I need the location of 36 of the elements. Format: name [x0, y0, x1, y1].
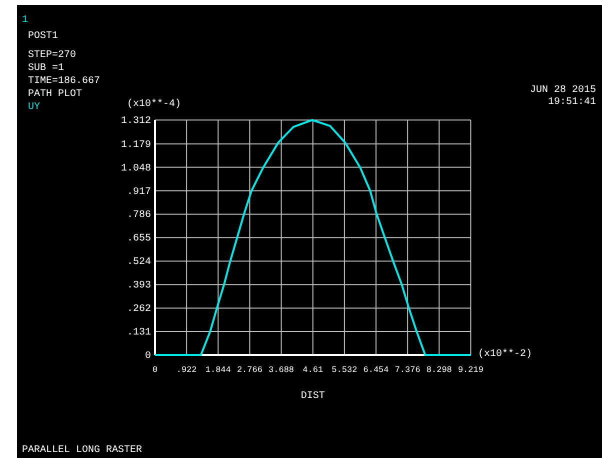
- x-tick-label: 0: [152, 365, 158, 375]
- text: SUB =1: [28, 63, 64, 74]
- text: TIME=186.667: [28, 76, 100, 87]
- y-tick-label: 1.048: [120, 163, 151, 174]
- text: JUN 28 2015: [530, 85, 596, 96]
- text: POST1: [28, 31, 58, 42]
- x-tick-label: 4.61: [302, 365, 324, 375]
- text: STEP=270: [28, 50, 76, 61]
- y-tick-label: 1.312: [120, 116, 151, 127]
- y-axis-title: (x10**-4): [127, 98, 182, 110]
- x-tick-label: 8.298: [426, 365, 452, 375]
- x-tick-label: 9.219: [458, 365, 484, 375]
- line-series: [154, 119, 472, 356]
- y-tick-label: .262: [126, 304, 151, 316]
- x-tick-label: 3.688: [268, 365, 294, 375]
- x-tick-label: .922: [176, 365, 197, 375]
- y-tick-label: .786: [126, 210, 151, 222]
- text: UY: [28, 102, 40, 113]
- y-tick-label: .917: [126, 186, 151, 198]
- x-tick-label: 1.844: [205, 365, 231, 375]
- y-tick-label: 0: [144, 351, 151, 362]
- text: PATH PLOT: [28, 89, 82, 100]
- x-tick-label: 2.766: [236, 365, 262, 375]
- x-tick-label: 6.454: [363, 365, 389, 375]
- text: PARALLEL LONG RASTER: [22, 445, 142, 456]
- y-tick-label: .131: [126, 328, 151, 339]
- y-tick-label: 1.179: [120, 140, 151, 151]
- x-tick-label: 7.376: [394, 365, 420, 375]
- y-tick-label: .524: [126, 257, 151, 268]
- text: 1: [22, 15, 28, 26]
- y-tick-label: .393: [126, 280, 151, 292]
- y-tick-label: .655: [126, 234, 151, 245]
- x-axis-title: DIST: [300, 391, 325, 402]
- text: 19:51:41: [548, 97, 596, 108]
- x-tick-label: 5.532: [332, 365, 358, 375]
- text: (x10**-2): [478, 348, 532, 360]
